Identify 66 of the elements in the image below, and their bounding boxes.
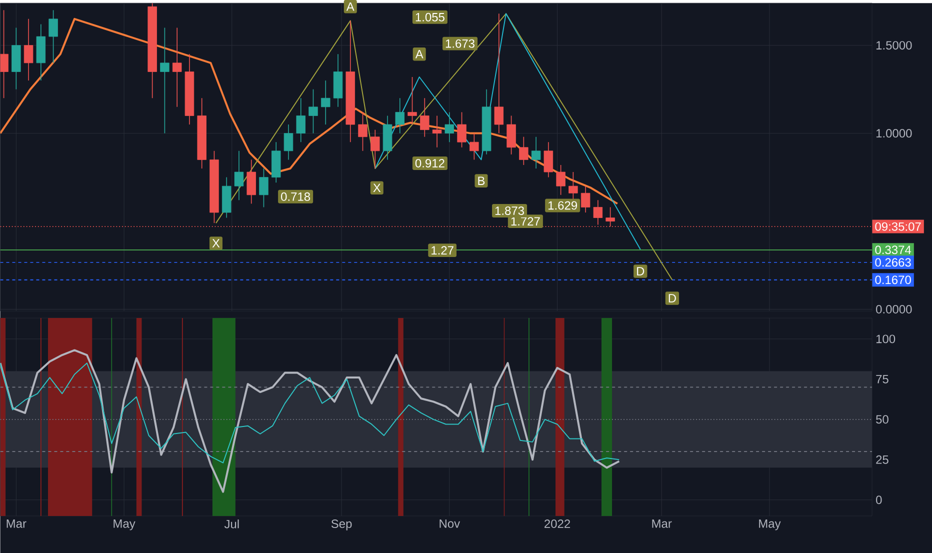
y-tick-label: 1.5000: [876, 41, 912, 50]
annotation: B: [478, 176, 485, 185]
candlestick: [296, 98, 306, 143]
x-tick-label: Mar: [652, 520, 672, 528]
x-tick-label: May: [114, 520, 136, 530]
candlestick: [531, 136, 541, 169]
annotation: 0.912: [415, 158, 444, 168]
candlestick: [556, 164, 566, 196]
y-tick-label: 50: [876, 415, 888, 424]
text: 09:35:07: [875, 222, 921, 231]
x-tick-label: Sep: [331, 520, 352, 530]
x-tick-label: May: [759, 520, 781, 530]
annotation: 1.27: [432, 246, 454, 255]
candlestick: [172, 27, 182, 108]
ref-line-label: 0.1670: [875, 276, 911, 284]
y-tick-label: 0.0000: [876, 305, 912, 314]
annotation: X: [373, 184, 381, 192]
candlestick: [408, 76, 417, 125]
candlestick: [160, 27, 170, 134]
y-tick-label: 1.0000: [876, 129, 912, 138]
candlestick: [494, 13, 504, 134]
y-tick-label: 0: [876, 496, 882, 504]
x-tick-label: Nov: [440, 520, 460, 528]
candlestick: [321, 80, 330, 125]
x-tick-label: Jul: [224, 520, 239, 528]
candlestick: [246, 159, 256, 204]
candlestick: [395, 98, 405, 134]
candlestick: [358, 112, 368, 152]
annotation: A: [415, 50, 424, 58]
candlestick: [544, 142, 554, 178]
candlestick: [444, 112, 454, 143]
annotation: 1.673: [446, 39, 474, 48]
candlestick: [432, 115, 442, 148]
candlestick: [259, 168, 268, 208]
y-tick-label: 100: [876, 334, 896, 344]
candlestick: [568, 172, 578, 201]
candlestick: [370, 129, 380, 169]
candlestick: [506, 115, 516, 155]
annotation: A: [346, 2, 354, 11]
line-series: [0, 362, 620, 464]
y-tick-label: 25: [876, 455, 888, 464]
annotation: 1.629: [548, 201, 578, 210]
annotation: 1.727: [511, 217, 540, 226]
candlestick: [24, 18, 34, 81]
candlestick: [519, 136, 528, 166]
annotation: D: [637, 267, 644, 276]
candlestick: [420, 98, 430, 138]
annotation: 1.055: [416, 12, 444, 22]
candlestick: [284, 124, 294, 160]
x-tick-label: Mar: [6, 520, 26, 528]
candlestick: [457, 112, 466, 148]
line-series: [0, 349, 620, 493]
candlestick: [580, 186, 590, 213]
candlestick: [0, 10, 8, 99]
candlestick: [234, 150, 244, 201]
y-tick-label: 75: [876, 375, 888, 384]
annotation: 1.873: [495, 206, 524, 215]
annotation: 0.718: [281, 192, 310, 201]
annotation: X: [212, 239, 220, 248]
candlestick: [48, 10, 58, 64]
annotation: D: [668, 294, 676, 302]
ref-line-label: 0.3374: [875, 246, 912, 254]
candlestick: [308, 88, 318, 134]
ref-line-label: 0.2663: [875, 258, 911, 267]
x-tick-label: 2022: [544, 520, 570, 528]
candlestick: [470, 132, 479, 160]
